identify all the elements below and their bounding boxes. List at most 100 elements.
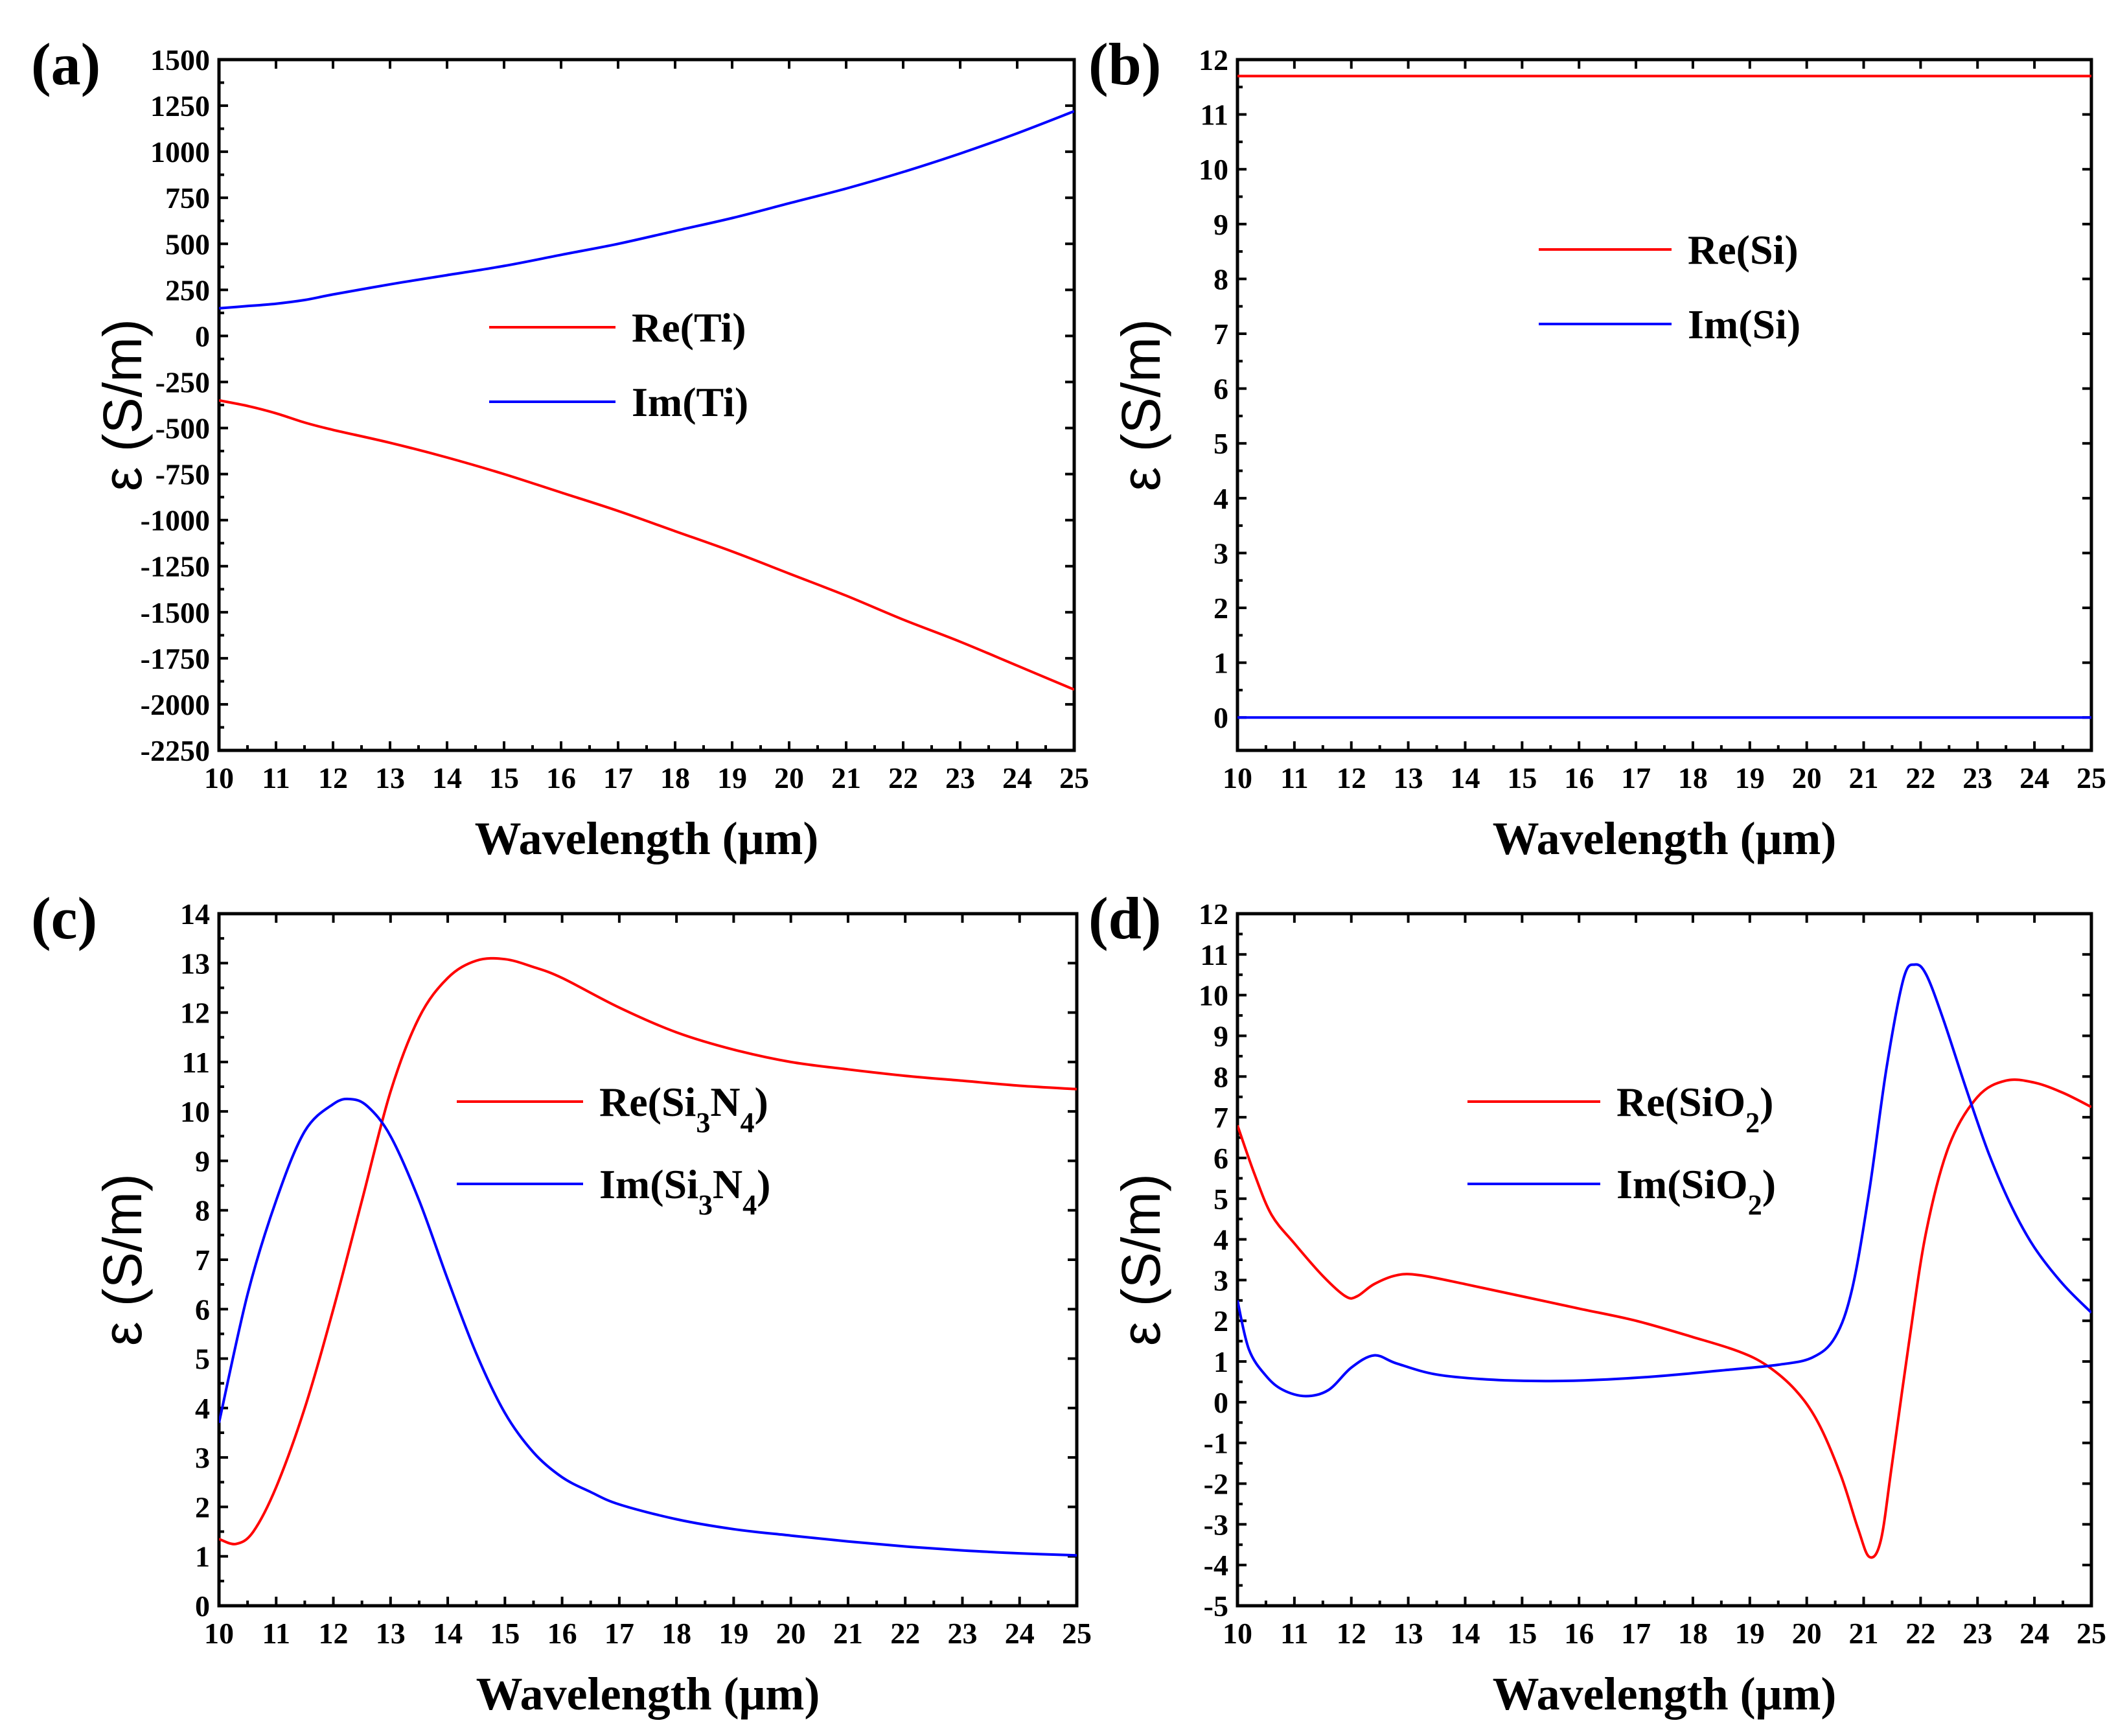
y-tick-label: 7 <box>195 1244 210 1277</box>
x-tick-label: 16 <box>1564 1617 1594 1650</box>
plot-frame <box>1236 912 2093 1608</box>
x-tick-label: 21 <box>1849 1617 1879 1650</box>
x-tick-label: 17 <box>1621 761 1651 794</box>
y-tick-label: -2250 <box>141 734 210 767</box>
y-axis-title: ε (S/m) <box>92 1174 153 1346</box>
legend-label: Re(Si) <box>1688 227 1799 273</box>
legend-label: Im(SiO2) <box>1616 1161 1776 1221</box>
y-tick-label: -750 <box>155 458 210 491</box>
x-tick-label: 10 <box>1223 1617 1252 1650</box>
y-tick-label: 1250 <box>150 89 210 122</box>
y-tick-label: 2 <box>1213 1304 1228 1337</box>
x-tick-label: 13 <box>1394 761 1423 794</box>
x-tick-label: 23 <box>1962 1617 1992 1650</box>
x-tick-label: 22 <box>890 1617 920 1650</box>
x-tick-label: 16 <box>546 761 576 794</box>
x-tick-label: 25 <box>2076 1617 2106 1650</box>
y-tick-label: 3 <box>1213 1264 1228 1297</box>
x-tick-label: 14 <box>433 1617 463 1650</box>
x-tick-label: 12 <box>1337 1617 1366 1650</box>
x-tick-label: 10 <box>1223 761 1252 794</box>
y-axis-title: ε (S/m) <box>1110 319 1171 491</box>
y-tick-label: 1000 <box>150 135 210 168</box>
y-tick-label: 0 <box>1213 701 1228 734</box>
x-tick-label: 20 <box>1792 761 1822 794</box>
x-tick-label: 14 <box>432 761 462 794</box>
x-tick-label: 12 <box>1337 761 1366 794</box>
x-tick-label: 25 <box>1062 1617 1092 1650</box>
x-tick-label: 22 <box>1905 761 1935 794</box>
y-tick-label: 8 <box>1213 262 1228 295</box>
y-tick-label: 12 <box>1199 43 1228 76</box>
x-tick-label: 25 <box>1059 761 1089 794</box>
x-tick-label: 13 <box>375 761 405 794</box>
x-tick-label: 12 <box>318 761 348 794</box>
y-tick-label: 0 <box>1213 1386 1228 1419</box>
y-tick-label: 14 <box>180 897 210 931</box>
y-tick-label: -3 <box>1204 1508 1228 1541</box>
y-tick-label: 4 <box>1213 482 1228 515</box>
chart-panel-c: 10 11 12 13 14 15 16 17 18 19 20 21 22 23 24 2501234567… <box>31 885 1092 1720</box>
y-tick-label: 10 <box>1199 153 1228 186</box>
y-tick-label: 1 <box>1213 647 1228 680</box>
y-tick-label: 12 <box>180 997 210 1030</box>
x-tick-label: 14 <box>1450 1617 1480 1650</box>
x-tick-label: 13 <box>376 1617 406 1650</box>
panel-label: (a) <box>31 31 100 97</box>
x-tick-label: 22 <box>1905 1617 1935 1650</box>
y-tick-label: -2 <box>1204 1468 1228 1501</box>
y-tick-label: -1500 <box>141 596 210 629</box>
x-tick-label: 19 <box>1735 1617 1765 1650</box>
x-tick-label: 21 <box>1849 761 1879 794</box>
y-tick-label: 750 <box>165 181 210 214</box>
x-tick-label: 21 <box>833 1617 863 1650</box>
x-tick-label: 16 <box>547 1617 577 1650</box>
y-tick-label: -1750 <box>141 642 210 675</box>
x-tick-label: 19 <box>1735 761 1765 794</box>
legend: Re(Ti) Im(Ti) <box>489 305 748 425</box>
legend-label: Re(SiO2) <box>1616 1079 1773 1139</box>
x-tick-label: 17 <box>604 1617 634 1650</box>
x-tick-label: 24 <box>1005 1617 1035 1650</box>
x-tick-label: 13 <box>1394 1617 1423 1650</box>
y-tick-label: -2000 <box>141 688 210 721</box>
y-tick-label: 5 <box>195 1343 210 1376</box>
panel-label: (c) <box>31 885 97 951</box>
x-tick-label: 11 <box>262 761 290 794</box>
x-tick-label: 18 <box>1678 1617 1708 1650</box>
x-tick-label: 21 <box>831 761 861 794</box>
y-tick-label: 3 <box>1213 537 1228 570</box>
series-line-Re(SiO2) <box>1237 1078 2091 1559</box>
y-tick-label: -250 <box>155 365 210 399</box>
y-tick-label: 9 <box>1213 208 1228 241</box>
y-tick-label: 8 <box>195 1194 210 1227</box>
x-tick-label: 18 <box>660 761 690 794</box>
x-tick-label: 12 <box>319 1617 349 1650</box>
x-tick-label: 11 <box>1280 1617 1308 1650</box>
legend-label: Im(Ti) <box>632 379 748 425</box>
legend-label: Im(Si3N4) <box>599 1161 770 1221</box>
series-line-Re(Ti) <box>219 399 1074 691</box>
series-line-Re(Si3N4) <box>219 956 1077 1545</box>
y-axis-title: ε (S/m) <box>92 319 153 491</box>
y-tick-label: -1 <box>1204 1427 1228 1460</box>
legend: Re(SiO2) Im(SiO2) <box>1467 1079 1776 1221</box>
legend-label: Re(Si3N4) <box>599 1079 768 1139</box>
legend-label: Re(Ti) <box>632 305 746 351</box>
x-tick-label: 24 <box>2019 1617 2049 1650</box>
x-tick-label: 23 <box>947 1617 977 1650</box>
x-tick-label: 20 <box>776 1617 806 1650</box>
y-tick-label: 6 <box>1213 1142 1228 1175</box>
x-tick-label: 23 <box>1962 761 1992 794</box>
y-tick-label: 2 <box>195 1490 210 1523</box>
y-tick-label: 7 <box>1213 1101 1228 1134</box>
y-tick-label: 3 <box>195 1441 210 1474</box>
y-tick-label: 1 <box>1213 1345 1228 1378</box>
x-axis-title: Wavelength (μm) <box>476 1668 820 1720</box>
x-tick-label: 18 <box>661 1617 691 1650</box>
x-tick-label: 15 <box>1507 1617 1537 1650</box>
legend: Re(Si) Im(Si) <box>1539 227 1800 347</box>
series-line-Im(Ti) <box>219 110 1074 310</box>
x-tick-label: 22 <box>888 761 918 794</box>
